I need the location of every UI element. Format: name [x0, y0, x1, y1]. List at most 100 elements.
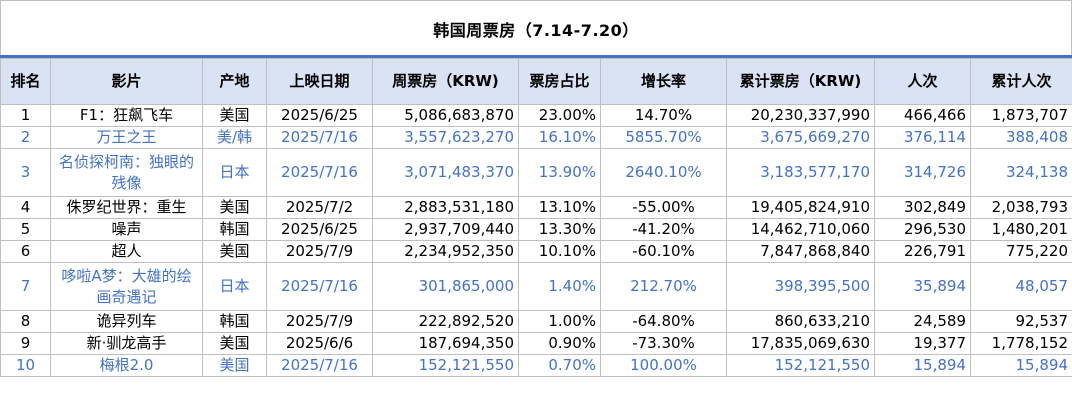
cell-admissions: 466,466 — [874, 104, 971, 127]
cell-admissions: 35,894 — [874, 262, 971, 311]
cell-weekly-gross: 2,234,952,350 — [372, 240, 519, 263]
cell-cumulative-admissions: 2,038,793 — [970, 196, 1072, 219]
header-weekly-gross[interactable]: 周票房（KRW) — [372, 58, 519, 105]
cell-film: 新·驯龙高手 — [50, 332, 203, 355]
table-row[interactable]: 10 梅根2.0 美国 2025/7/16 152,121,550 0.70% 100.00… — [0, 354, 1072, 377]
cell-share: 1.00% — [518, 310, 601, 333]
cell-weekly-gross: 222,892,520 — [372, 310, 519, 333]
cell-cumulative-gross: 3,183,577,170 — [726, 148, 875, 197]
cell-film: 超人 — [50, 240, 203, 263]
cell-origin: 美国 — [202, 196, 267, 219]
cell-origin: 韩国 — [202, 310, 267, 333]
cell-weekly-gross: 187,694,350 — [372, 332, 519, 355]
cell-film: 名侦探柯南：独眼的残像 — [50, 148, 203, 197]
table-row[interactable]: 3 名侦探柯南：独眼的残像 日本 2025/7/16 3,071,483,370 13.9… — [0, 148, 1072, 197]
cell-cumulative-gross: 398,395,500 — [726, 262, 875, 311]
cell-weekly-gross: 2,883,531,180 — [372, 196, 519, 219]
cell-cumulative-admissions: 775,220 — [970, 240, 1072, 263]
cell-film: F1：狂飙飞车 — [50, 104, 203, 127]
cell-origin: 日本 — [202, 148, 267, 197]
cell-cumulative-gross: 17,835,069,630 — [726, 332, 875, 355]
header-cumulative-admissions[interactable]: 累计人次 — [970, 58, 1072, 105]
cell-admissions: 226,791 — [874, 240, 971, 263]
cell-cumulative-admissions: 1,778,152 — [970, 332, 1072, 355]
cell-growth: 14.70% — [600, 104, 727, 127]
cell-growth: -55.00% — [600, 196, 727, 219]
cell-film: 万王之王 — [50, 126, 203, 149]
cell-release-date: 2025/7/16 — [266, 262, 373, 311]
cell-weekly-gross: 2,937,709,440 — [372, 218, 519, 241]
cell-cumulative-gross: 7,847,868,840 — [726, 240, 875, 263]
cell-cumulative-gross: 860,633,210 — [726, 310, 875, 333]
cell-growth: -73.30% — [600, 332, 727, 355]
cell-film: 噪声 — [50, 218, 203, 241]
cell-share: 23.00% — [518, 104, 601, 127]
cell-origin: 日本 — [202, 262, 267, 311]
cell-admissions: 19,377 — [874, 332, 971, 355]
table-row[interactable]: 5 噪声 韩国 2025/6/25 2,937,709,440 13.30% -41.20%… — [0, 218, 1072, 241]
cell-admissions: 314,726 — [874, 148, 971, 197]
box-office-table: 排名 影片 产地 上映日期 周票房（KRW) 票房占比 增长率 累计票房（KRW… — [0, 58, 1072, 377]
header-film[interactable]: 影片 — [50, 58, 203, 105]
cell-release-date: 2025/7/9 — [266, 240, 373, 263]
cell-release-date: 2025/7/2 — [266, 196, 373, 219]
cell-share: 0.70% — [518, 354, 601, 377]
header-release-date[interactable]: 上映日期 — [266, 58, 373, 105]
header-rank[interactable]: 排名 — [0, 58, 51, 105]
table-row[interactable]: 1 F1：狂飙飞车 美国 2025/6/25 5,086,683,870 23.00% 14… — [0, 104, 1072, 127]
cell-cumulative-admissions: 324,138 — [970, 148, 1072, 197]
cell-origin: 美国 — [202, 104, 267, 127]
cell-growth: 100.00% — [600, 354, 727, 377]
header-admissions[interactable]: 人次 — [874, 58, 971, 105]
cell-growth: -41.20% — [600, 218, 727, 241]
table-row[interactable]: 6 超人 美国 2025/7/9 2,234,952,350 10.10% -60.10% 7… — [0, 240, 1072, 263]
cell-cumulative-gross: 14,462,710,060 — [726, 218, 875, 241]
cell-growth: -60.10% — [600, 240, 727, 263]
cell-release-date: 2025/7/16 — [266, 354, 373, 377]
cell-share: 13.10% — [518, 196, 601, 219]
cell-film: 梅根2.0 — [50, 354, 203, 377]
cell-rank: 3 — [0, 148, 51, 197]
cell-rank: 4 — [0, 196, 51, 219]
header-cumulative-gross[interactable]: 累计票房（KRW) — [726, 58, 875, 105]
cell-rank: 6 — [0, 240, 51, 263]
cell-cumulative-admissions: 1,873,707 — [970, 104, 1072, 127]
cell-cumulative-admissions: 388,408 — [970, 126, 1072, 149]
cell-weekly-gross: 152,121,550 — [372, 354, 519, 377]
cell-weekly-gross: 3,071,483,370 — [372, 148, 519, 197]
cell-rank: 7 — [0, 262, 51, 311]
table-row[interactable]: 8 诡异列车 韩国 2025/7/9 222,892,520 1.00% -64.80% 86… — [0, 310, 1072, 333]
cell-cumulative-admissions: 1,480,201 — [970, 218, 1072, 241]
header-origin[interactable]: 产地 — [202, 58, 267, 105]
table-row[interactable]: 4 侏罗纪世界：重生 美国 2025/7/2 2,883,531,180 13.10% -5… — [0, 196, 1072, 219]
header-growth[interactable]: 增长率 — [600, 58, 727, 105]
table-row[interactable]: 9 新·驯龙高手 美国 2025/6/6 187,694,350 0.90% -73.30%… — [0, 332, 1072, 355]
table-row[interactable]: 2 万王之王 美/韩 2025/7/16 3,557,623,270 16.10% 5855… — [0, 126, 1072, 149]
header-row: 排名 影片 产地 上映日期 周票房（KRW) 票房占比 增长率 累计票房（KRW… — [0, 58, 1072, 105]
cell-rank: 5 — [0, 218, 51, 241]
cell-rank: 1 — [0, 104, 51, 127]
header-share[interactable]: 票房占比 — [518, 58, 601, 105]
cell-release-date: 2025/7/16 — [266, 126, 373, 149]
cell-cumulative-gross: 152,121,550 — [726, 354, 875, 377]
cell-origin: 美国 — [202, 354, 267, 377]
cell-cumulative-gross: 19,405,824,910 — [726, 196, 875, 219]
cell-rank: 9 — [0, 332, 51, 355]
cell-origin: 韩国 — [202, 218, 267, 241]
cell-film: 侏罗纪世界：重生 — [50, 196, 203, 219]
cell-rank: 8 — [0, 310, 51, 333]
cell-admissions: 302,849 — [874, 196, 971, 219]
cell-origin: 美/韩 — [202, 126, 267, 149]
cell-share: 0.90% — [518, 332, 601, 355]
cell-growth: 5855.70% — [600, 126, 727, 149]
cell-cumulative-admissions: 15,894 — [970, 354, 1072, 377]
cell-share: 10.10% — [518, 240, 601, 263]
cell-rank: 10 — [0, 354, 51, 377]
cell-admissions: 24,589 — [874, 310, 971, 333]
cell-admissions: 15,894 — [874, 354, 971, 377]
cell-cumulative-admissions: 48,057 — [970, 262, 1072, 311]
table-title: 韩国周票房（7.14-7.20） — [0, 0, 1072, 56]
cell-growth: 212.70% — [600, 262, 727, 311]
cell-film: 哆啦A梦：大雄的绘画奇遇记 — [50, 262, 203, 311]
table-row[interactable]: 7 哆啦A梦：大雄的绘画奇遇记 日本 2025/7/16 301,865,000 1.40… — [0, 262, 1072, 311]
